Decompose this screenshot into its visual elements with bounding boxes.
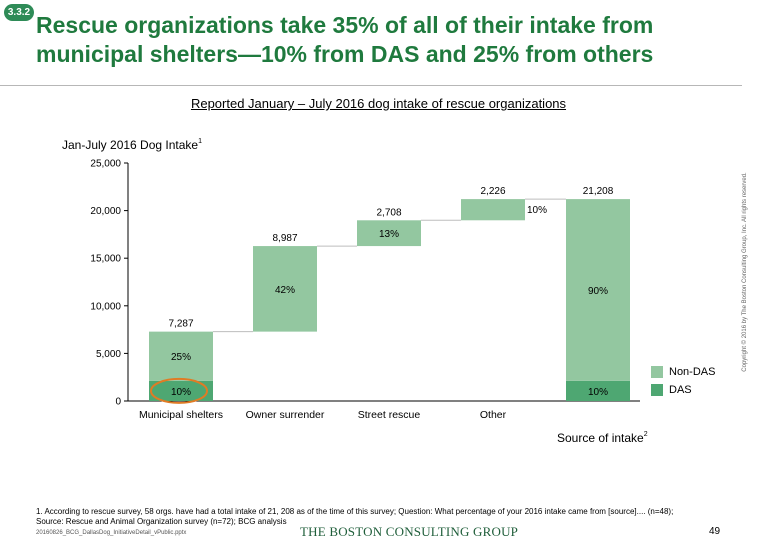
- das-percent-label: 10%: [588, 387, 608, 398]
- highlight-ellipse: [150, 377, 208, 404]
- bar-non-das: [566, 199, 630, 381]
- chart-subtitle-text: Reported January – July 2016 dog intake …: [190, 96, 567, 111]
- footnote: 1. According to rescue survey, 58 orgs. …: [36, 507, 696, 527]
- x-category-label: Owner surrender: [246, 409, 325, 421]
- side-percent-label: 10%: [527, 205, 547, 216]
- chart-subtitle: Reported January – July 2016 dog intake …: [0, 96, 757, 111]
- copyright-notice: Copyright © 2016 by The Boston Consultin…: [742, 172, 748, 372]
- y-axis-title-footnote-mark: 1: [198, 138, 202, 145]
- y-tick-label: 20,000: [90, 206, 121, 217]
- legend-swatch-das: [651, 384, 663, 396]
- bar-total-label: 2,708: [376, 207, 401, 218]
- bar-total-label: 8,987: [272, 233, 297, 244]
- legend-item-non-das: Non-DAS: [651, 364, 715, 380]
- x-axis-title: Source of intake2: [557, 431, 648, 445]
- file-name: 20160826_BCG_DallasDog_InitiativeDetail_…: [36, 530, 187, 536]
- legend-label-non-das: Non-DAS: [669, 366, 716, 378]
- bar-non-das: [461, 199, 525, 221]
- bcg-logo: THE BOSTON CONSULTING GROUP: [300, 524, 519, 539]
- non-das-percent-label: 25%: [171, 352, 191, 363]
- section-badge: 3.3.2: [4, 4, 34, 21]
- footnote-text: 1. According to rescue survey, 58 orgs. …: [36, 507, 674, 516]
- das-percent-label: 10%: [171, 387, 191, 398]
- non-das-percent-label: 90%: [588, 286, 608, 297]
- x-category-label: Street rescue: [358, 409, 421, 421]
- bar-total-label: 7,287: [168, 319, 193, 330]
- y-axis-title: Jan-July 2016 Dog Intake1: [62, 138, 202, 152]
- bar-non-das: [253, 246, 317, 332]
- y-tick-label: 0: [115, 397, 121, 408]
- bar-non-das: [149, 331, 213, 381]
- page-title: Rescue organizations take 35% of all of …: [36, 12, 654, 67]
- chart-legend: Non-DAS DAS: [651, 364, 715, 400]
- y-tick-label: 10,000: [90, 301, 121, 312]
- bar-total-label: 21,208: [583, 186, 614, 197]
- bar-total-label: 2,226: [480, 186, 505, 197]
- source-line: Source: Rescue and Animal Organization s…: [36, 517, 287, 526]
- bar-das: [149, 380, 213, 401]
- bar-non-das: [357, 220, 421, 247]
- title-divider: [0, 85, 742, 86]
- legend-label-das: DAS: [669, 384, 692, 396]
- x-axis-title-footnote-mark: 2: [643, 431, 648, 438]
- non-das-percent-label: 42%: [275, 285, 295, 296]
- y-tick-label: 15,000: [90, 254, 121, 265]
- non-das-percent-label: 13%: [379, 229, 399, 240]
- y-tick-label: 5,000: [96, 349, 121, 360]
- legend-swatch-non-das: [651, 366, 663, 378]
- bar-das: [566, 380, 630, 401]
- page-number: 49: [709, 526, 721, 537]
- x-axis-title-text: Source of intake: [557, 431, 644, 445]
- y-tick-label: 25,000: [90, 159, 121, 170]
- legend-item-das: DAS: [651, 382, 715, 398]
- x-category-label: Municipal shelters: [139, 409, 223, 421]
- y-axis-title-text: Jan-July 2016 Dog Intake: [62, 138, 199, 152]
- x-category-label: Other: [480, 409, 507, 421]
